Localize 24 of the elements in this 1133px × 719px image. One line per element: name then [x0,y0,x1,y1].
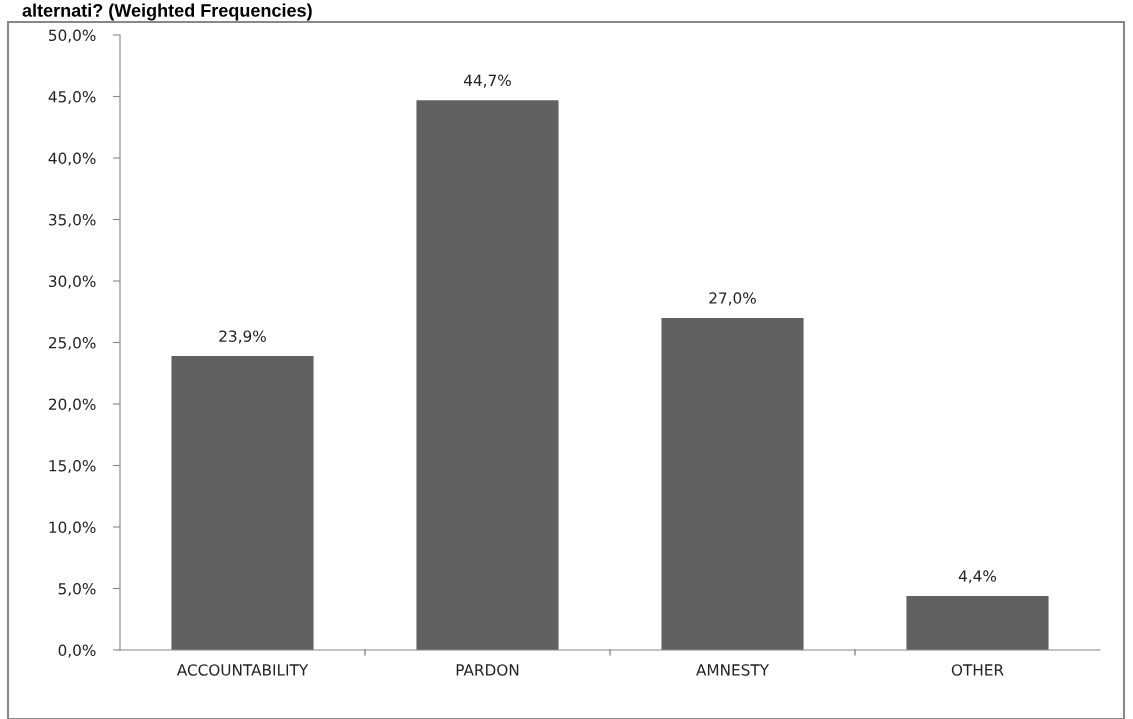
y-tick-label: 40,0% [48,152,96,166]
x-tick-label: ACCOUNTABILITY [176,664,309,676]
y-tick-label: 30,0% [49,275,96,289]
x-tick-label: PARDON [456,664,519,676]
bar [906,595,1049,650]
y-tick-label: 50,0% [49,29,96,43]
x-tick-label: AMNESTY [696,664,770,676]
bar [171,356,314,650]
y-tick-label: 25,0% [48,336,96,351]
data-label: 44,7% [463,74,511,88]
y-tick-label: 20,0% [48,398,96,412]
bar [416,100,559,650]
y-tick-label: 35,0% [49,213,96,228]
y-tick-label: 15,0% [49,459,96,474]
chart-title: alternati? (Weighted Frequencies) [22,3,312,21]
y-tick-label: 45,0% [48,90,96,105]
data-label: 27,0% [709,292,756,306]
y-tick-label: 5,0% [58,582,96,597]
x-tick-label: OTHER [951,664,1004,676]
y-tick-label: 0,0% [58,644,96,658]
bar [661,317,804,650]
data-label: 23,9% [219,330,266,344]
data-label: 4,4% [958,570,997,584]
y-tick-label: 10,0% [49,521,96,535]
